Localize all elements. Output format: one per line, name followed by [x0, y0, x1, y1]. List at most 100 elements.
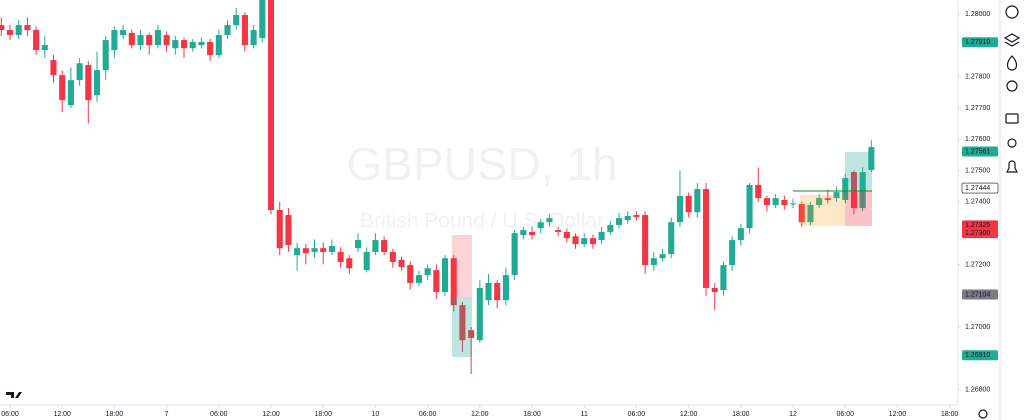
candle-body [33, 30, 40, 51]
candle-body [502, 275, 509, 301]
chat-icon[interactable] [1005, 113, 1019, 124]
stream-icon[interactable] [1007, 138, 1017, 148]
y-tick-label: 1.28000 [965, 11, 990, 18]
y-tick-label: 1.27000 [965, 324, 990, 331]
notifications-icon[interactable] [1006, 160, 1018, 173]
candle-body [642, 215, 649, 266]
candle-body [85, 65, 92, 101]
candle-body [737, 228, 744, 241]
candle-body [572, 236, 579, 245]
candle-body [93, 70, 101, 96]
settings-icon[interactable] [978, 409, 988, 419]
price-label: 1.27444 [965, 185, 990, 192]
candle-body [363, 251, 370, 271]
candle-body [615, 218, 623, 226]
candle-body [537, 222, 544, 229]
candle-body [311, 248, 318, 252]
candle-body [520, 230, 527, 236]
watermark-description: British Pound / U.S. Dollar [360, 210, 604, 233]
candle-body [589, 238, 596, 245]
price-label: 1.27325 [965, 222, 990, 229]
x-tick-label: 12:00 [471, 411, 489, 418]
x-tick-label: 18:00 [314, 411, 332, 418]
candle-body [650, 258, 657, 266]
candle-body [224, 25, 231, 36]
candle-body [0, 25, 5, 31]
long-stop-zone[interactable] [845, 192, 872, 226]
candle-body [41, 45, 48, 51]
price-label: 1.26910 [965, 352, 990, 359]
candle-body [702, 189, 710, 288]
candle-body [6, 30, 14, 36]
x-tick-label: 12 [789, 411, 797, 418]
candle-body [337, 251, 344, 262]
candle-body [24, 25, 31, 31]
candle-body [407, 265, 414, 283]
price-label-box [961, 182, 999, 194]
short-target-zone[interactable] [452, 297, 472, 357]
y-tick-label: 1.27700 [965, 105, 990, 112]
candle-body [581, 238, 588, 245]
y-tick-label: 1.26800 [965, 387, 990, 394]
price-label: 1.27300 [965, 230, 990, 237]
x-tick-label: 18:00 [732, 411, 750, 418]
ideas-icon[interactable] [1006, 80, 1018, 92]
price-label-box [962, 228, 998, 239]
short-stop-zone[interactable] [452, 235, 472, 297]
candle-body [711, 287, 718, 293]
candle-body [294, 248, 301, 256]
candle-body [842, 178, 849, 200]
candle-body [659, 254, 666, 259]
candle-body [189, 41, 196, 49]
x-tick-label: 11 [581, 411, 588, 418]
candle-body [824, 198, 831, 200]
candle-body [433, 270, 440, 293]
candle-body [354, 240, 362, 249]
candle-body [441, 258, 449, 293]
hotlist-icon[interactable] [1006, 55, 1018, 71]
long-target-zone[interactable] [845, 152, 872, 192]
candle-body [389, 251, 396, 262]
candle-body [607, 225, 614, 232]
x-tick-label: 18:00 [941, 411, 959, 418]
x-tick-label: 12:00 [53, 411, 71, 418]
candle-body [798, 204, 805, 223]
x-tick-label: 06:00 [1, 411, 19, 418]
candle-body [450, 258, 457, 306]
candle-body [372, 240, 379, 252]
candle-body [816, 198, 823, 206]
candle-body [850, 172, 857, 209]
alarm-icon[interactable] [1005, 5, 1019, 19]
candle-body [668, 222, 675, 255]
candle-body [259, 0, 266, 39]
candle-body [137, 35, 144, 46]
candle-body [163, 35, 170, 46]
tradingview-logo[interactable] [6, 392, 22, 398]
candle-body [833, 192, 840, 199]
candle-body [328, 246, 335, 252]
position-drawings[interactable] [452, 152, 872, 357]
candle-body [772, 198, 779, 206]
x-tick-label: 18:00 [523, 411, 541, 418]
candle-body [476, 287, 483, 341]
position-zone[interactable] [800, 195, 845, 226]
candle-body [15, 25, 22, 36]
price-label-box [962, 146, 998, 157]
candle-body [250, 30, 257, 46]
x-tick-label: 12:00 [262, 411, 280, 418]
price-label-box [962, 220, 998, 231]
plot-area [0, 0, 875, 375]
x-tick-label: 7 [165, 411, 169, 418]
candle-body [128, 32, 135, 46]
x-tick-label: 18:00 [106, 411, 124, 418]
price-label-box [962, 37, 998, 48]
candle-body [694, 189, 701, 213]
candle-body [485, 282, 492, 301]
x-tick-label: 06:00 [419, 411, 437, 418]
layers-icon[interactable] [1003, 33, 1021, 47]
candle-body [207, 41, 214, 56]
candle-body [494, 282, 501, 301]
x-tick-label: 10 [372, 411, 380, 418]
candle-body [755, 184, 762, 199]
right-toolbar [978, 5, 1021, 419]
